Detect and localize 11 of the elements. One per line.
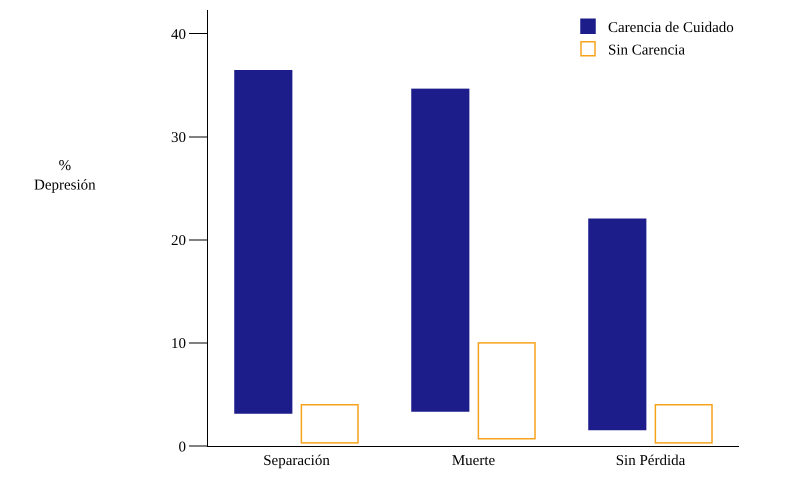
y-tick-label: 40 — [171, 26, 186, 43]
legend-label: Sin Carencia — [608, 42, 686, 59]
y-tick-label: 10 — [171, 336, 186, 352]
y-tick-label: 20 — [171, 233, 186, 250]
x-tick-label: Sin Pérdida — [616, 453, 686, 469]
y-tick-label: 0 — [178, 439, 186, 456]
x-tick-label: Muerte — [452, 453, 496, 469]
y-tick-label: 30 — [171, 130, 186, 146]
legend-label: Carencia de Cuidado — [608, 20, 734, 36]
text: % Depresión — [34, 158, 96, 194]
x-tick-label: Separación — [263, 453, 330, 469]
